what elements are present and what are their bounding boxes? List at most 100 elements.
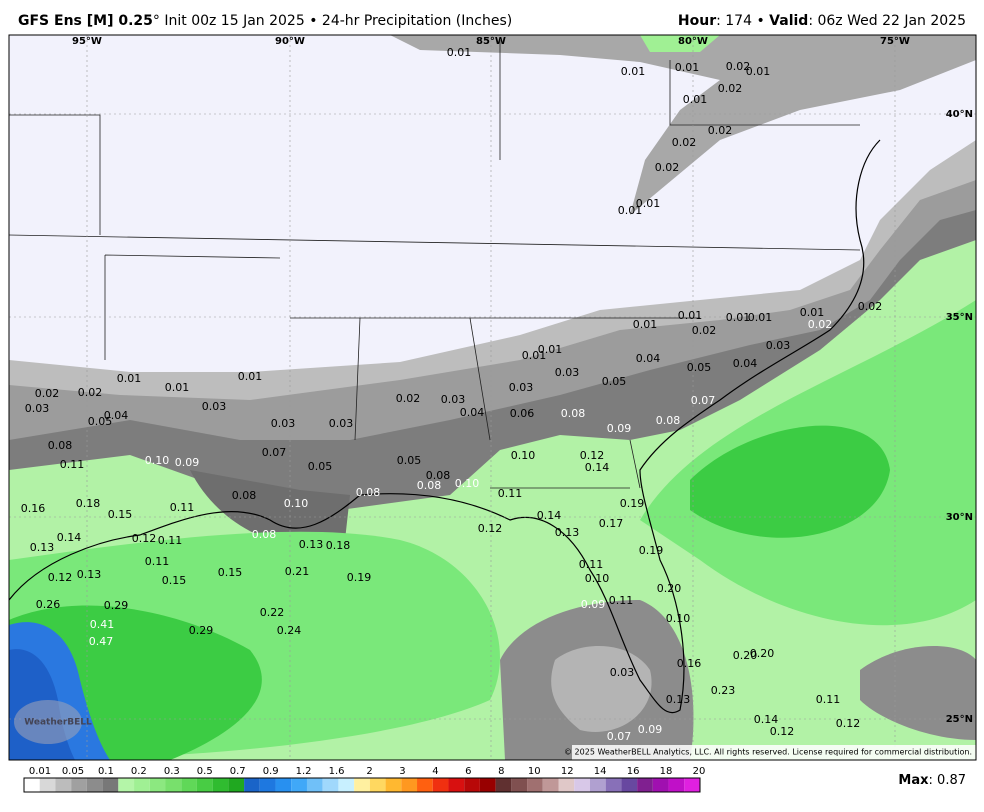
colorbar-swatch xyxy=(369,778,386,792)
colorbar-swatch xyxy=(86,778,103,792)
value-label: 0.01 xyxy=(538,343,563,356)
value-label: 0.02 xyxy=(655,161,680,174)
value-label: 0.01 xyxy=(748,311,773,324)
value-label: 0.10 xyxy=(455,477,480,490)
colorbar-swatch xyxy=(228,778,245,792)
colorbar-swatch xyxy=(668,778,685,792)
shade xyxy=(860,646,976,740)
colorbar-label: 16 xyxy=(627,766,640,777)
colorbar-swatch xyxy=(511,778,528,792)
value-label: 0.01 xyxy=(726,311,751,324)
colorbar-swatch xyxy=(542,778,559,792)
colorbar-swatch xyxy=(479,778,496,792)
colorbar-label: 0.5 xyxy=(197,766,213,777)
value-label: 0.08 xyxy=(48,439,73,452)
colorbar-label: 2 xyxy=(366,766,372,777)
value-label: 0.01 xyxy=(447,46,472,59)
value-label: 0.16 xyxy=(21,502,46,515)
value-label: 0.13 xyxy=(77,568,102,581)
value-label: 0.14 xyxy=(754,713,779,726)
logo-badge xyxy=(14,700,82,744)
header-left: GFS Ens [M] 0.25° Init 00z 15 Jan 2025 •… xyxy=(18,13,512,29)
value-label: 0.13 xyxy=(30,541,55,554)
value-label: 0.29 xyxy=(189,624,214,637)
value-label: 0.10 xyxy=(284,497,309,510)
value-label: 0.29 xyxy=(104,599,129,612)
value-label: 0.04 xyxy=(733,357,758,370)
value-label: 0.05 xyxy=(88,415,113,428)
colorbar-label: 0.1 xyxy=(98,766,114,777)
value-label: 0.02 xyxy=(808,318,833,331)
value-label: 0.01 xyxy=(165,381,190,394)
colorbar-swatch xyxy=(338,778,355,792)
value-label: 0.15 xyxy=(108,508,133,521)
max-label: Max xyxy=(898,773,929,788)
value-label: 0.21 xyxy=(285,565,310,578)
colorbar-swatch xyxy=(684,778,700,792)
colorbar-swatch xyxy=(495,778,512,792)
colorbar-swatch xyxy=(432,778,449,792)
colorbar-swatch xyxy=(118,778,135,792)
value-label: 0.19 xyxy=(639,544,664,557)
value-label: 0.02 xyxy=(718,82,743,95)
value-label: 0.01 xyxy=(746,65,771,78)
value-label: 0.13 xyxy=(666,693,691,706)
value-label: 0.17 xyxy=(599,517,624,530)
coastline xyxy=(9,139,881,714)
lat-label: 35°N xyxy=(946,312,973,323)
lon-label: 95°W xyxy=(72,36,102,47)
value-label: 0.11 xyxy=(60,458,85,471)
colorbar-swatch xyxy=(385,778,402,792)
value-label: 0.14 xyxy=(585,461,610,474)
lat-label: 25°N xyxy=(946,714,973,725)
value-label: 0.09 xyxy=(638,723,663,736)
value-label: 0.14 xyxy=(537,509,562,522)
colorbar-swatch xyxy=(417,778,433,792)
value-label: 0.20 xyxy=(733,649,758,662)
value-label: 0.02 xyxy=(78,386,103,399)
colorbar-swatch xyxy=(55,778,72,792)
colorbar-swatch xyxy=(637,778,653,792)
colorbar-label: 12 xyxy=(561,766,574,777)
colorbar-label: 0.05 xyxy=(62,766,84,777)
max: Max: 0.87 xyxy=(898,773,966,788)
colorbar-label: 0.01 xyxy=(29,766,51,777)
colorbar: 0.01 0.05 0.1 0.2 0.3 0.5 0.7 0.9 1.2 1.6 2 3 4 6 8 10 1… xyxy=(23,766,705,793)
value-labels: 0.010.01 0.01 0.020.010.010.020.020.020.02… xyxy=(21,46,883,743)
value-label: 0.05 xyxy=(397,454,422,467)
colorbar-swatch xyxy=(212,778,229,792)
value-label: 0.20 xyxy=(750,647,775,660)
value-label: 0.11 xyxy=(498,487,523,500)
colorbar-swatch xyxy=(354,778,370,792)
copyright-box xyxy=(572,745,976,760)
value-label: 0.10 xyxy=(511,449,536,462)
value-label: 0.01 xyxy=(522,349,547,362)
colorbar-swatch xyxy=(149,778,166,792)
logo: WeatherBELL xyxy=(24,718,92,728)
graticule: 95°W 90°W 85°W 80°W 75°W 40°N 35°N 30°N 25°N xyxy=(9,35,976,760)
colorbar-label: 0.3 xyxy=(164,766,180,777)
value-label: 0.08 xyxy=(252,528,277,541)
value-label: 0.24 xyxy=(277,624,302,637)
value-label: 0.22 xyxy=(260,606,285,619)
colorbar-label: 0.9 xyxy=(263,766,279,777)
value-label: 0.08 xyxy=(656,414,681,427)
value-label: 0.15 xyxy=(162,574,187,587)
colorbar-swatch xyxy=(196,778,213,792)
value-label: 0.20 xyxy=(657,582,682,595)
lon-label: 75°W xyxy=(880,36,910,47)
colorbar-swatch xyxy=(652,778,669,792)
value-label: 0.23 xyxy=(711,684,736,697)
value-label: 0.07 xyxy=(607,730,632,743)
value-label: 0.06 xyxy=(510,407,535,420)
colorbar-label: 18 xyxy=(660,766,673,777)
value-label: 0.13 xyxy=(299,538,324,551)
colorbar-swatch xyxy=(574,778,590,792)
colorbar-label: 8 xyxy=(498,766,504,777)
colorbar-swatch xyxy=(102,778,119,792)
value-label: 0.11 xyxy=(145,555,170,568)
degree: ° xyxy=(153,13,160,29)
value-label: 0.12 xyxy=(478,522,503,535)
value-label: 0.03 xyxy=(329,417,354,430)
colorbar-swatch xyxy=(181,778,197,792)
